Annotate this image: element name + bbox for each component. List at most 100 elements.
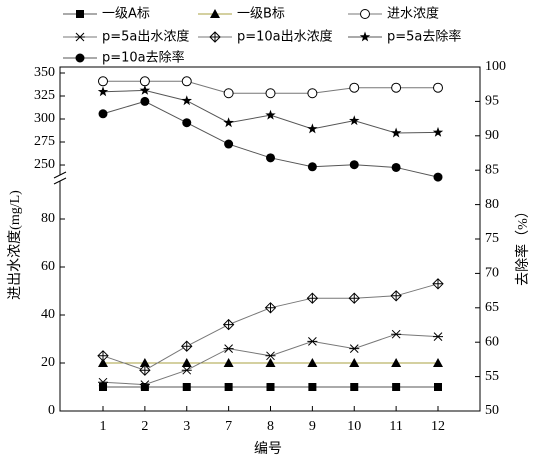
marker-part — [307, 88, 318, 99]
legend-marker — [360, 9, 370, 19]
point — [182, 118, 192, 128]
marker-part — [349, 358, 360, 367]
x-tick-label: 11 — [389, 419, 402, 434]
marker-part — [349, 115, 360, 126]
point — [306, 292, 319, 304]
x-tick-label: 8 — [267, 419, 274, 434]
x-axis-title: 编号 — [254, 441, 282, 457]
marker-part — [391, 162, 401, 172]
marker-part — [210, 9, 220, 18]
marker-part — [139, 380, 150, 389]
y2-tick-label: 70 — [485, 266, 499, 281]
point — [139, 364, 151, 376]
marker-part — [391, 329, 402, 339]
point — [391, 329, 402, 339]
legend-label: 一级B标 — [237, 7, 285, 22]
marker-part — [266, 383, 275, 391]
point — [433, 172, 443, 182]
x-tick-label: 3 — [183, 419, 190, 434]
marker-part — [181, 341, 192, 352]
point — [98, 358, 108, 367]
point — [181, 340, 193, 352]
y-tick-label: 60 — [41, 259, 55, 274]
point — [181, 358, 192, 367]
axis-break-mark — [53, 177, 67, 185]
marker-part — [98, 358, 108, 367]
legend-label: p=10a出水浓度 — [237, 29, 333, 45]
point — [97, 86, 109, 97]
point — [432, 278, 444, 290]
marker-part — [307, 123, 318, 134]
marker-part — [359, 31, 371, 42]
point — [349, 344, 360, 353]
marker-part — [139, 365, 150, 376]
point — [223, 358, 234, 367]
point — [307, 337, 318, 346]
point — [98, 109, 108, 119]
point — [307, 123, 318, 134]
point — [182, 383, 191, 391]
marker-part — [391, 290, 402, 301]
point — [224, 383, 233, 391]
marker-part — [139, 76, 150, 87]
point — [181, 95, 192, 106]
marker-part — [307, 162, 317, 172]
point — [433, 358, 443, 367]
marker-part — [433, 358, 443, 367]
marker-part — [434, 383, 442, 391]
marker-part — [307, 337, 318, 346]
marker-part — [308, 383, 317, 391]
point — [348, 292, 360, 304]
marker-part — [265, 88, 276, 99]
marker-part — [265, 358, 276, 367]
marker-part — [98, 76, 108, 87]
marker-part — [140, 96, 150, 106]
marker-part — [223, 358, 234, 367]
point — [224, 139, 234, 149]
point — [223, 88, 234, 99]
point — [390, 290, 402, 302]
y-tick-label: 350 — [34, 65, 55, 80]
point — [307, 358, 318, 367]
marker-part — [266, 153, 275, 163]
y2-tick-label: 100 — [485, 59, 506, 74]
point — [349, 82, 360, 93]
marker-part — [223, 88, 234, 99]
marker-part — [210, 32, 220, 42]
y2-tick-label: 60 — [485, 334, 499, 349]
x-tick-label: 7 — [225, 419, 232, 434]
marker-part — [265, 351, 276, 361]
marker-part — [139, 84, 151, 95]
point — [349, 115, 360, 126]
y-tick-label: 300 — [34, 111, 55, 126]
marker-part — [181, 358, 192, 367]
marker-part — [223, 344, 234, 353]
y2-tick-label: 85 — [485, 162, 499, 177]
point — [307, 162, 317, 172]
point — [390, 127, 402, 138]
legend-label: 进水浓度 — [387, 6, 439, 22]
legend-label: p=5a去除率 — [387, 29, 461, 45]
point — [99, 383, 107, 391]
marker-part — [391, 82, 402, 93]
marker-part — [223, 117, 234, 128]
marker-part — [392, 383, 401, 391]
y2-tick-label: 50 — [485, 403, 499, 418]
y-tick-label: 250 — [34, 157, 55, 172]
marker-part — [432, 126, 444, 137]
point — [223, 117, 234, 128]
y2-tick-label: 95 — [485, 94, 499, 109]
legend-label: p=10a去除率 — [102, 50, 185, 66]
marker-part — [182, 383, 191, 391]
point — [98, 76, 108, 87]
marker-part — [75, 32, 85, 42]
marker-part — [350, 383, 359, 391]
marker-part — [433, 332, 443, 341]
legend-marker — [359, 31, 371, 42]
legend-label: 一级A标 — [102, 7, 150, 22]
marker-part — [433, 278, 443, 289]
marker-part — [98, 109, 108, 119]
point — [181, 365, 192, 375]
x-tick-label: 9 — [309, 419, 316, 434]
